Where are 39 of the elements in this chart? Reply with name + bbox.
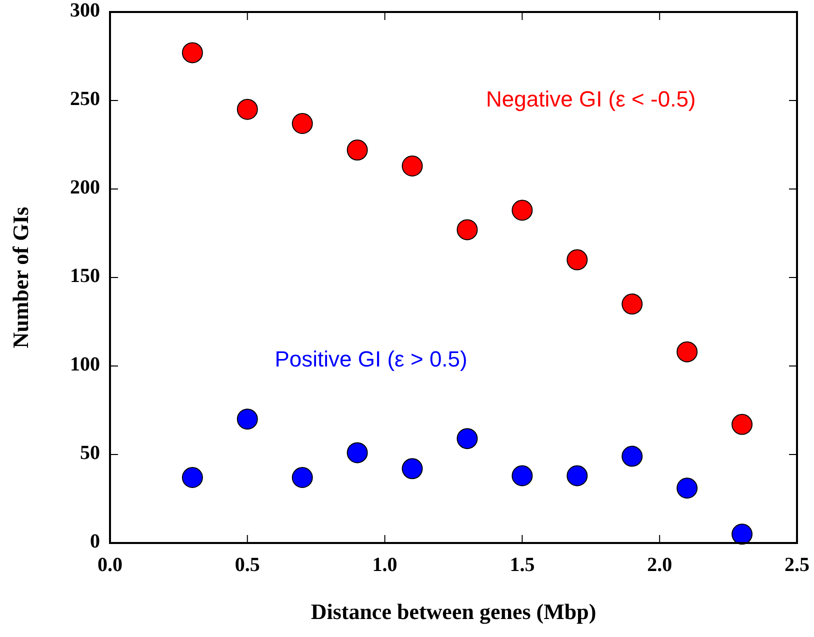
x-tick-label: 0.0 — [98, 554, 122, 576]
x-tick-label: 2.0 — [647, 554, 672, 576]
text: Positive GI (ε > 0.5) — [274, 346, 468, 372]
point — [346, 442, 368, 464]
point — [236, 408, 258, 430]
x-tick-label: 2.5 — [784, 554, 810, 576]
point — [622, 294, 643, 315]
y-tick-label: 300 — [70, 0, 100, 22]
point — [676, 341, 698, 362]
point — [732, 524, 753, 545]
point — [346, 140, 368, 161]
y-tick-label: 50 — [80, 442, 100, 464]
point — [182, 42, 203, 64]
text: Negative GI (ε < -0.5) — [486, 86, 696, 112]
point — [512, 465, 533, 486]
point — [402, 458, 423, 480]
point — [292, 467, 313, 488]
point — [676, 478, 698, 499]
x-tick-label: 1.5 — [510, 554, 535, 576]
point — [456, 219, 478, 240]
point — [292, 113, 313, 134]
x-axis-title: Distance between genes (Mbp) — [310, 599, 596, 624]
y-tick-label: 0 — [90, 530, 100, 553]
point — [566, 249, 588, 270]
point — [182, 467, 203, 488]
point — [732, 414, 753, 435]
point — [456, 428, 478, 450]
point — [622, 446, 643, 467]
y-tick-label: 200 — [70, 176, 100, 199]
y-tick-label: 150 — [70, 265, 100, 288]
point — [512, 200, 533, 221]
y-tick-label: 250 — [70, 88, 100, 110]
x-tick-label: 1.0 — [372, 554, 398, 576]
point — [236, 98, 258, 120]
y-axis-title: Number of GIs — [8, 206, 33, 348]
y-tick-label: 100 — [70, 354, 100, 376]
point — [566, 465, 588, 486]
point — [402, 155, 423, 176]
x-tick-label: 0.5 — [234, 554, 260, 576]
